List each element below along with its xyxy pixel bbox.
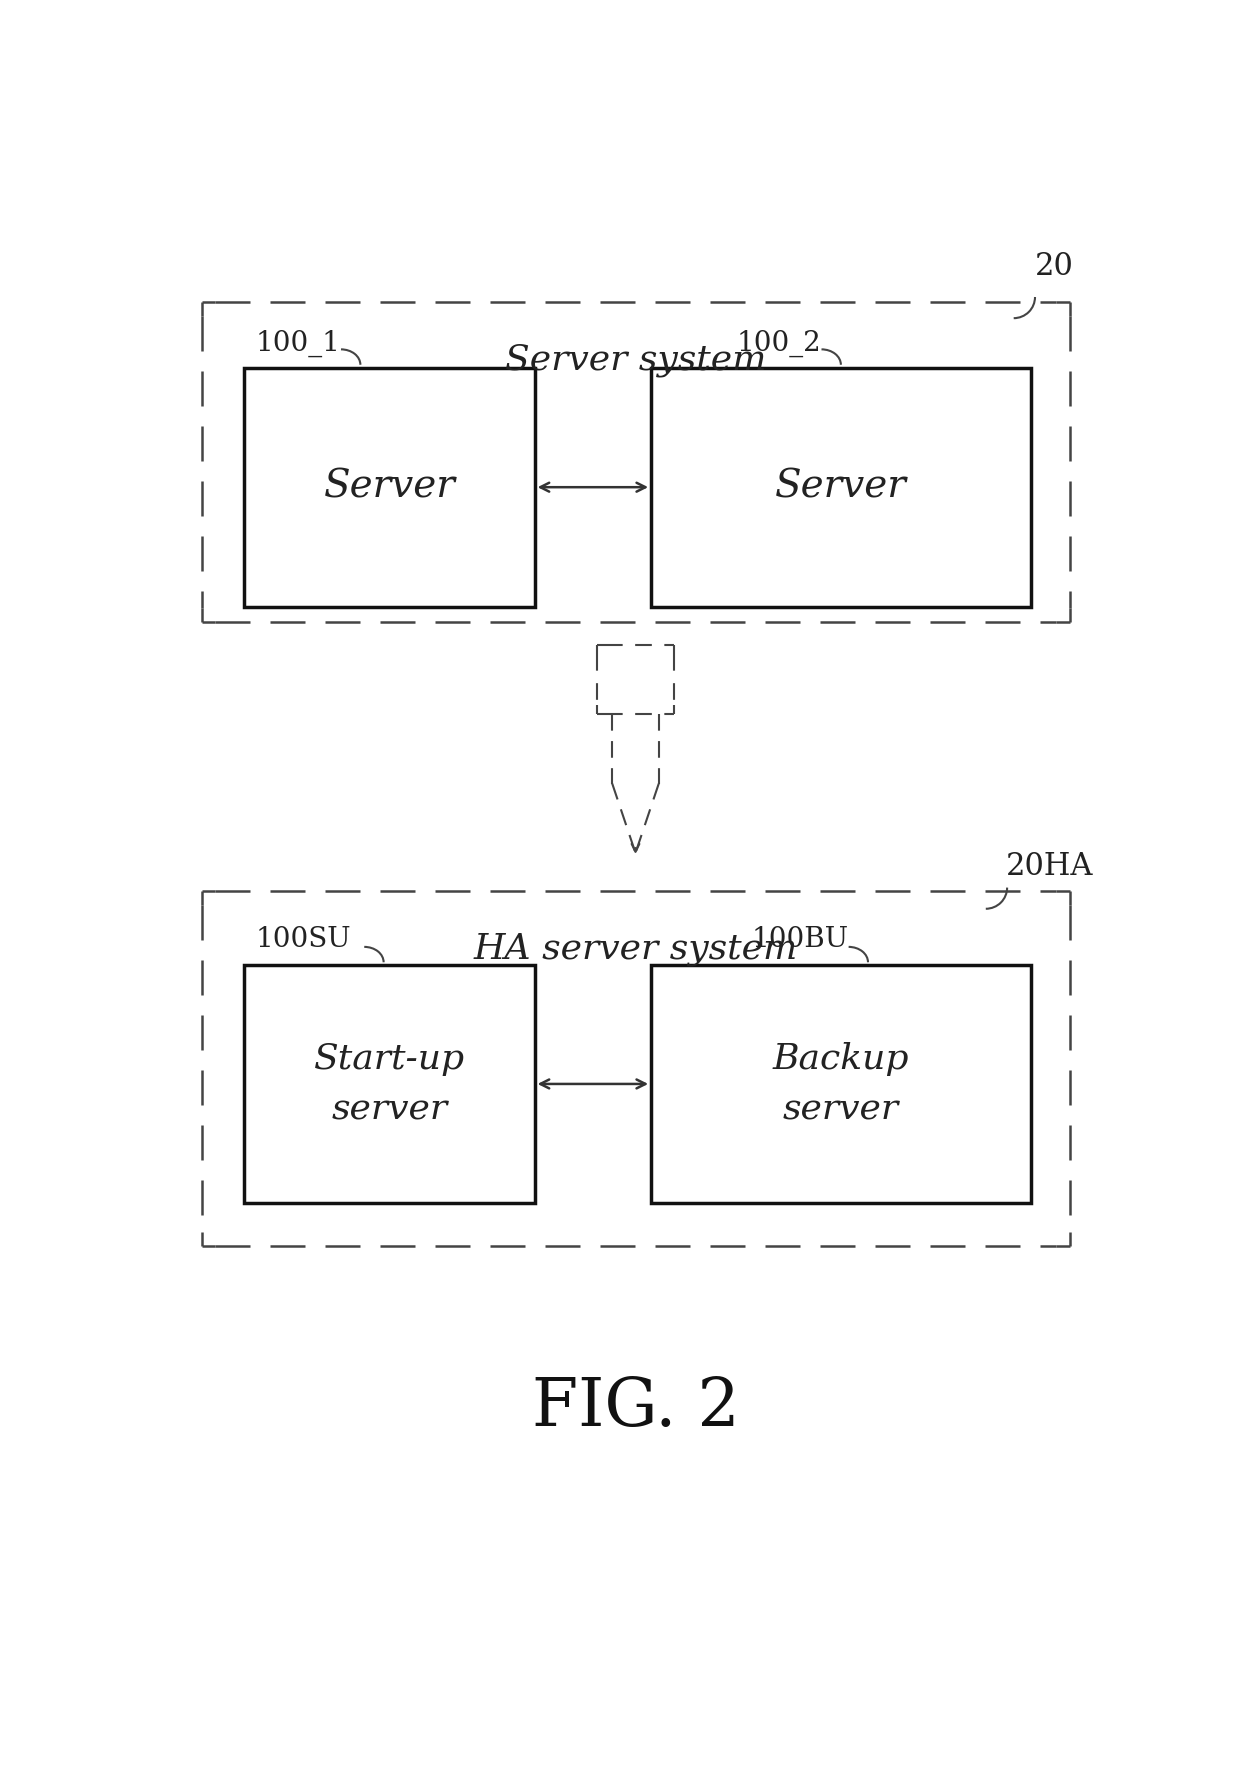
Text: Server: Server xyxy=(324,469,455,506)
Text: Server: Server xyxy=(775,469,906,506)
Text: Server system: Server system xyxy=(505,344,766,378)
Text: 20: 20 xyxy=(1034,251,1074,282)
Bar xyxy=(244,367,534,606)
Bar xyxy=(651,964,1030,1203)
Text: 100_2: 100_2 xyxy=(737,330,821,356)
Text: HA server system: HA server system xyxy=(474,932,797,966)
Bar xyxy=(244,964,534,1203)
Text: Backup
server: Backup server xyxy=(773,1042,909,1126)
Text: 20HA: 20HA xyxy=(1006,852,1094,882)
Text: 100SU: 100SU xyxy=(255,927,351,953)
Text: FIG. 2: FIG. 2 xyxy=(532,1374,739,1440)
Text: Start-up
server: Start-up server xyxy=(314,1042,465,1126)
Text: 100_1: 100_1 xyxy=(255,330,341,356)
Bar xyxy=(651,367,1030,606)
Text: 100BU: 100BU xyxy=(751,927,849,953)
